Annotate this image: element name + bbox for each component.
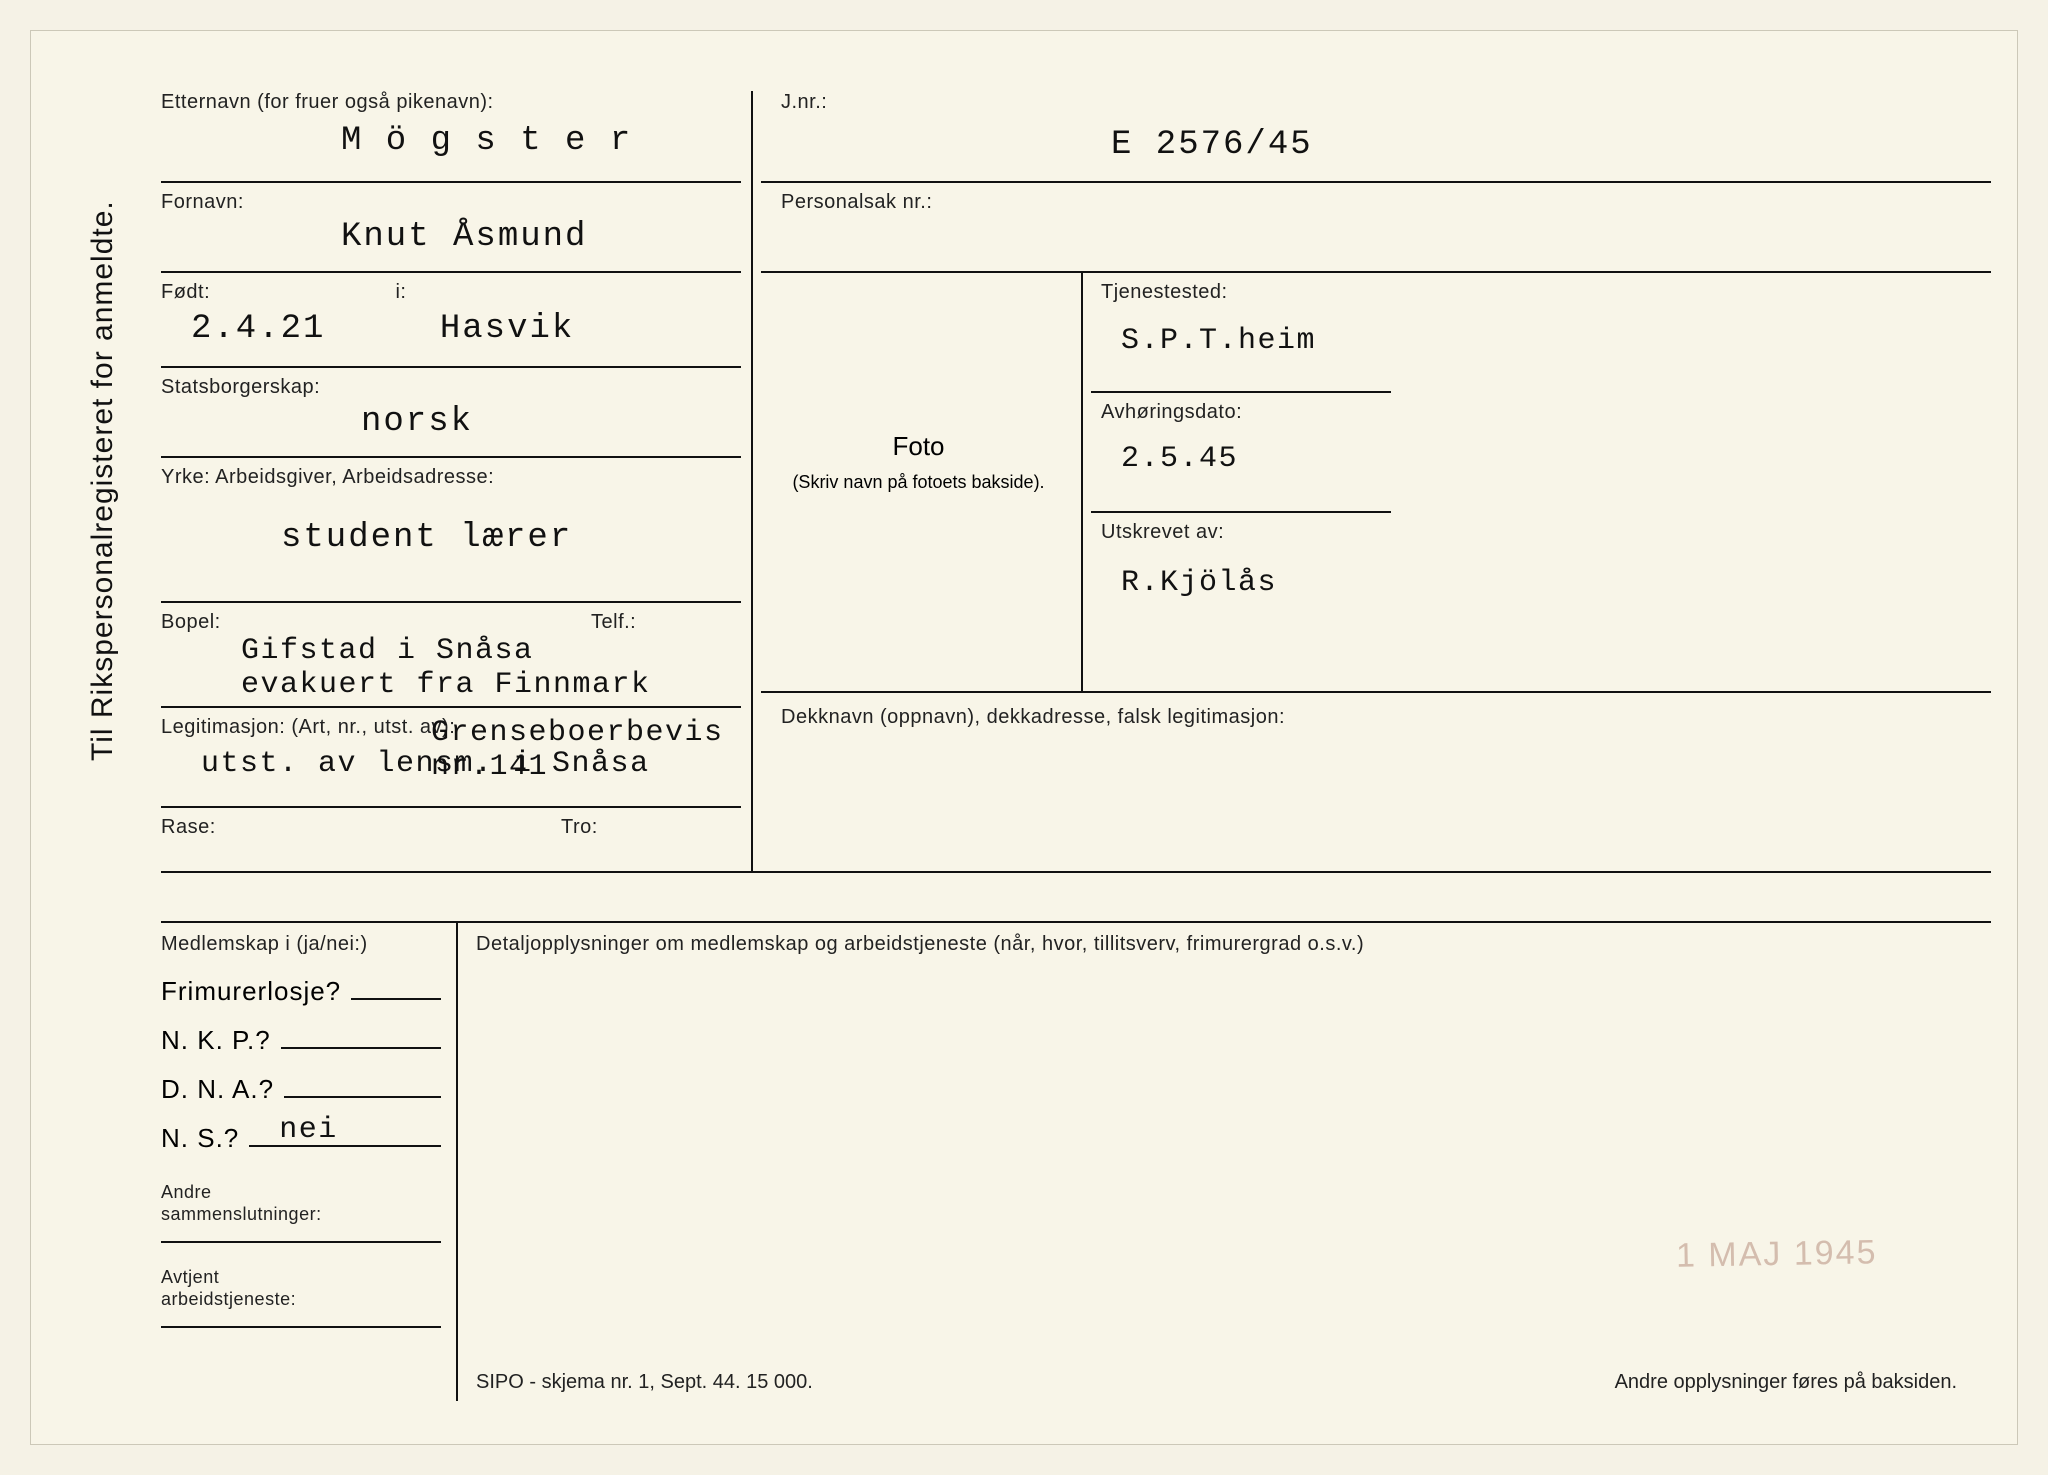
fornavn-value: Knut Åsmund bbox=[341, 218, 741, 256]
andre-sammen-label: Andre sammenslutninger: bbox=[161, 1182, 441, 1225]
foto-title: Foto bbox=[761, 431, 1076, 462]
nkp-label: N. K. P.? bbox=[161, 1025, 271, 1056]
fodt-value: 2.4.21 bbox=[191, 310, 325, 348]
frimurer-line bbox=[351, 980, 441, 1000]
tro-label: Tro: bbox=[561, 816, 598, 838]
yrke-label: Yrke: Arbeidsgiver, Arbeidsadresse: bbox=[161, 466, 741, 489]
legitimasjon-label: Legitimasjon: (Art, nr., utst. av): bbox=[161, 716, 455, 738]
avhoringsdato-label: Avhøringsdato: bbox=[1101, 401, 1381, 424]
utskrevet-value: R.Kjölås bbox=[1121, 566, 1381, 600]
avhoringsdato-value: 2.5.45 bbox=[1121, 442, 1381, 476]
i-value: Hasvik bbox=[440, 310, 574, 348]
form-area: Etternavn (for fruer også pikenavn): M ö… bbox=[161, 91, 1957, 1394]
dna-label: D. N. A.? bbox=[161, 1074, 274, 1105]
avtjent-line bbox=[161, 1308, 441, 1328]
nkp-line bbox=[281, 1029, 441, 1049]
i-label: i: bbox=[395, 281, 406, 304]
frimurer-label: Frimurerlosje? bbox=[161, 976, 341, 1007]
ns-line: nei bbox=[249, 1127, 441, 1147]
dna-line bbox=[284, 1078, 441, 1098]
ns-value: nei bbox=[279, 1113, 338, 1147]
avtjent-label: Avtjent arbeidstjeneste: bbox=[161, 1267, 441, 1310]
etternavn-value: M ö g s t e r bbox=[341, 122, 741, 160]
telf-label: Telf.: bbox=[591, 611, 636, 634]
document-card: Til Rikspersonalregisteret for anmeldte.… bbox=[30, 30, 2018, 1445]
fornavn-label: Fornavn: bbox=[161, 191, 741, 214]
etternavn-label: Etternavn (for fruer også pikenavn): bbox=[161, 91, 741, 114]
tjenestested-value: S.P.T.heim bbox=[1121, 324, 1381, 358]
utskrevet-label: Utskrevet av: bbox=[1101, 521, 1381, 544]
page: Til Rikspersonalregisteret for anmeldte.… bbox=[0, 0, 2048, 1475]
yrke-value: student lærer bbox=[281, 519, 741, 557]
bopel-value1: Gifstad i Snåsa bbox=[241, 634, 741, 668]
vertical-title: Til Rikspersonalregisteret for anmeldte. bbox=[86, 200, 120, 761]
jnr-value: E 2576/45 bbox=[1111, 126, 1313, 164]
rase-label: Rase: bbox=[161, 816, 216, 838]
ns-label: N. S.? bbox=[161, 1123, 239, 1154]
bopel-label: Bopel: bbox=[161, 611, 221, 633]
jnr-label: J.nr.: bbox=[781, 91, 1341, 114]
fodt-label: Født: bbox=[161, 281, 291, 304]
medlemskap-label: Medlemskap i (ja/nei:) bbox=[161, 933, 368, 956]
footer-left: SIPO - skjema nr. 1, Sept. 44. 15 000. bbox=[476, 1371, 813, 1394]
statsborgerskap-value: norsk bbox=[361, 403, 741, 441]
legit-value1: Grenseboerbevis nr.141 bbox=[431, 716, 741, 784]
andre-sammen-line bbox=[161, 1223, 441, 1243]
bopel-value2: evakuert fra Finnmark bbox=[241, 668, 741, 702]
foto-sub: (Skriv navn på fotoets bakside). bbox=[761, 472, 1076, 493]
statsborgerskap-label: Statsborgerskap: bbox=[161, 376, 741, 399]
detaljopplysninger-label: Detaljopplysninger om medlemskap og arbe… bbox=[476, 933, 1376, 956]
dekknavn-label: Dekknavn (oppnavn), dekkadresse, falsk l… bbox=[781, 706, 1285, 729]
date-stamp: 1 MAJ 1945 bbox=[1675, 1233, 1877, 1276]
tjenestested-label: Tjenestested: bbox=[1101, 281, 1381, 304]
footer-right: Andre opplysninger føres på baksiden. bbox=[1615, 1371, 1957, 1394]
personalsak-label: Personalsak nr.: bbox=[781, 191, 932, 214]
